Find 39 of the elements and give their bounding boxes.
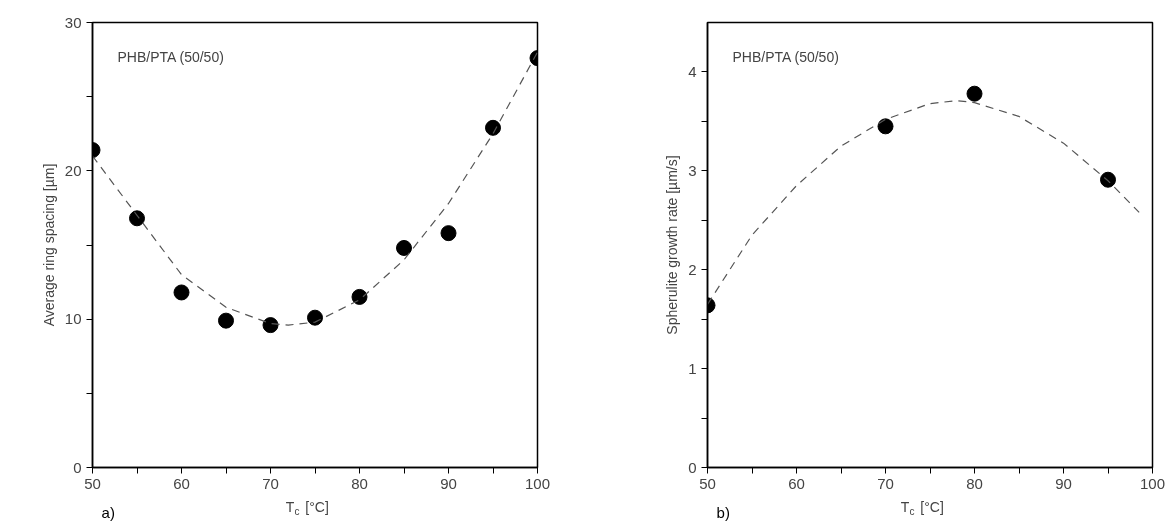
x-tick-label: 100 [524,474,551,492]
point [966,85,983,102]
x-tick-label: 50 [699,474,716,492]
point [351,288,368,305]
x-tick-label: 70 [262,474,279,492]
x-tick-label: 90 [440,474,457,492]
x-tick-label: 100 [1139,474,1166,492]
point [440,225,457,242]
annotation: PHB/PTA (50/50) [117,48,224,65]
annotation: PHB/PTA (50/50) [732,48,839,65]
y-tick-label: 1 [688,359,697,377]
point [485,119,501,136]
y-tick-label: 4 [688,62,697,80]
point [262,317,279,334]
x-tick-label: 60 [173,474,190,492]
y-tick-label: 30 [64,13,82,31]
y-axis-title: Average ring spacing [µm] [40,163,57,327]
x-tick-label: 70 [877,474,894,492]
x-tick-label: 50 [84,474,101,492]
y-tick-label: 10 [64,310,82,328]
point [877,118,894,135]
text: b) [716,504,730,521]
y-tick-label: 20 [64,161,82,179]
text: a) [101,504,115,521]
point [307,309,323,326]
point [1100,171,1116,188]
y-tick-label: 2 [688,260,697,278]
y-tick-label: 3 [688,161,697,179]
x-tick-label: 60 [788,474,805,492]
y-axis-title: Spherulite growth rate [µm/s] [664,155,681,335]
y-tick-label: 0 [73,458,82,476]
x-tick-label: 80 [966,474,983,492]
point [218,312,234,329]
point [173,284,190,301]
x-tick-label: 80 [351,474,368,492]
point [129,210,145,227]
point [396,239,412,256]
y-tick-label: 0 [688,458,697,476]
x-tick-label: 90 [1055,474,1072,492]
